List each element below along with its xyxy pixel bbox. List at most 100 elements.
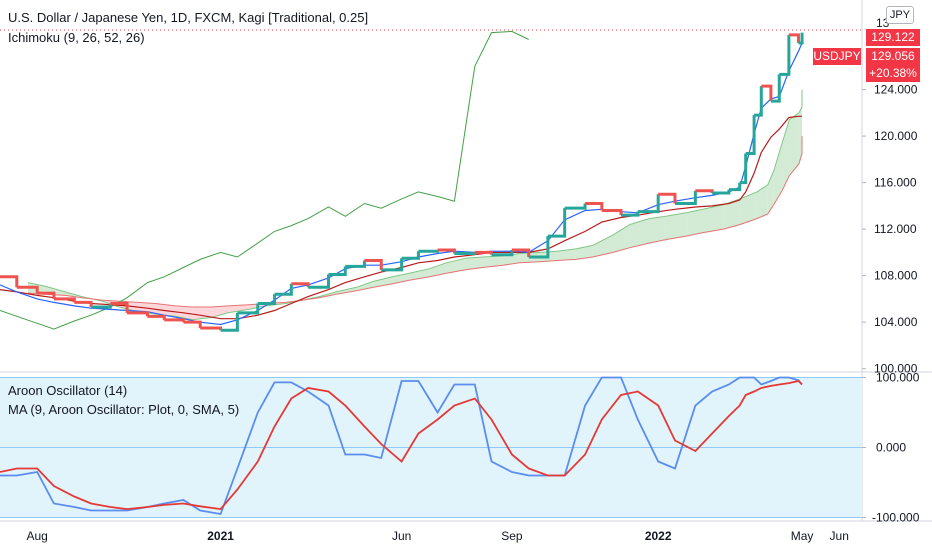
cloud-segment bbox=[649, 216, 666, 244]
base-line bbox=[0, 115, 802, 320]
kagi-segment bbox=[16, 285, 39, 294]
kagi-segment bbox=[147, 314, 166, 320]
kagi-segment bbox=[364, 259, 383, 270]
kagi-segment bbox=[658, 192, 677, 204]
time-tick-label: Sep bbox=[501, 529, 523, 543]
symbol-tag: USDJPY bbox=[813, 48, 861, 65]
cloud-segment bbox=[592, 234, 614, 258]
kagi-segment bbox=[200, 326, 223, 331]
kagi-segment bbox=[74, 300, 93, 308]
oscillator-tick-label: -100.000 bbox=[872, 511, 920, 525]
kagi-segment bbox=[257, 294, 277, 306]
kagi-segment bbox=[345, 260, 366, 268]
kagi-segment bbox=[454, 252, 477, 256]
time-tick-label: Jun bbox=[392, 529, 411, 543]
kagi-segment bbox=[437, 248, 456, 254]
close-price-tag: 129.056 bbox=[866, 48, 920, 65]
kagi-segment bbox=[274, 283, 293, 296]
cloud-segment bbox=[798, 106, 802, 164]
time-tick-label: Jun bbox=[830, 529, 849, 543]
oscillator-tick-label: 0.000 bbox=[876, 441, 906, 455]
kagi-segment bbox=[745, 115, 756, 156]
kagi-segment bbox=[401, 251, 420, 260]
last-price-tag: 129.122 bbox=[866, 29, 920, 46]
time-tick-label: 2021 bbox=[207, 529, 234, 543]
cloud-segment bbox=[613, 224, 630, 253]
kagi-segment bbox=[328, 266, 347, 276]
kagi-segment bbox=[712, 189, 731, 195]
kagi-segment bbox=[528, 236, 550, 259]
kagi-segment bbox=[754, 86, 763, 117]
kagi-segment bbox=[164, 318, 185, 323]
cloud-segment bbox=[789, 112, 799, 176]
kagi-segment bbox=[779, 34, 791, 76]
time-tick-label: 2022 bbox=[645, 529, 672, 543]
cloud-segment bbox=[228, 304, 249, 313]
change-percent-tag: +20.38% bbox=[866, 65, 920, 82]
currency-button[interactable]: JPY bbox=[886, 6, 914, 24]
kagi-segment bbox=[770, 74, 781, 103]
ma-legend[interactable]: MA (9, Aroon Oscillator: Plot, 0, SMA, 5… bbox=[8, 402, 240, 417]
kagi-segment bbox=[308, 274, 330, 289]
cloud-segment bbox=[211, 305, 229, 318]
kagi-segment bbox=[547, 208, 567, 238]
aroon-band bbox=[0, 377, 862, 518]
time-tick-label: Aug bbox=[26, 529, 47, 543]
kagi-segment bbox=[220, 312, 239, 332]
kagi-segment bbox=[110, 302, 129, 313]
cloud-segment bbox=[556, 248, 576, 261]
kagi-segment bbox=[0, 275, 19, 288]
cloud-segment bbox=[723, 198, 741, 230]
kagi-segment bbox=[798, 32, 804, 45]
kagi-segment bbox=[585, 202, 604, 211]
kagi-segment bbox=[621, 211, 640, 217]
axes-and-ticks: 100.000 104.000 108.000 112.000 116.000 120.0… bbox=[0, 29, 920, 543]
cloud-segment bbox=[773, 143, 783, 205]
cloud-segment bbox=[155, 303, 176, 317]
kagi-segment bbox=[183, 320, 202, 328]
cloud-segment bbox=[756, 184, 768, 219]
price-tick-label: 120.000 bbox=[874, 129, 918, 143]
cloud-segment bbox=[465, 257, 483, 270]
kagi-segment bbox=[511, 248, 531, 258]
cloud-segment bbox=[575, 245, 593, 260]
price-tick-label: 116.000 bbox=[874, 176, 917, 190]
cloud-segment bbox=[429, 262, 447, 277]
lagging-span-line bbox=[0, 30, 529, 330]
series-lines bbox=[0, 30, 804, 516]
time-tick-label: May bbox=[791, 529, 814, 543]
kagi-segment bbox=[53, 297, 76, 303]
ichimoku-legend[interactable]: Ichimoku (9, 26, 52, 26) bbox=[8, 30, 145, 45]
kagi-segment bbox=[761, 84, 773, 102]
chart-title: U.S. Dollar / Japanese Yen, 1D, FXCM, Ka… bbox=[8, 10, 369, 25]
ma-line bbox=[0, 380, 803, 511]
cloud-segment bbox=[686, 209, 703, 237]
price-tick-label: 124.000 bbox=[874, 83, 918, 97]
oscillator-tick-label: 100.000 bbox=[876, 371, 920, 385]
kagi-segment bbox=[601, 209, 623, 216]
cloud-segment bbox=[740, 191, 757, 225]
kagi-segment bbox=[728, 182, 742, 192]
cloud-segment bbox=[702, 204, 724, 233]
leading-span-b-line bbox=[27, 136, 803, 308]
cloud-segment bbox=[665, 212, 687, 240]
kagi-segment bbox=[674, 190, 697, 206]
kagi-segment bbox=[491, 250, 514, 257]
leading-span-a-line bbox=[27, 89, 803, 321]
kagi-segment bbox=[127, 311, 149, 317]
cloud-segment bbox=[502, 253, 520, 266]
price-tick-label: 112.000 bbox=[874, 222, 917, 236]
kagi-segment bbox=[739, 153, 748, 185]
price-tick-label: 100.000 bbox=[874, 362, 918, 376]
kagi-segment bbox=[788, 33, 800, 44]
kagi-segment bbox=[291, 282, 310, 288]
cloud-segment bbox=[482, 255, 503, 268]
kagi-segment bbox=[237, 303, 260, 315]
aroon-legend[interactable]: Aroon Oscillator (14) bbox=[8, 383, 128, 398]
kagi-segment bbox=[37, 291, 56, 299]
price-tick-label: 108.000 bbox=[874, 269, 918, 283]
kagi-segment bbox=[637, 194, 660, 214]
cloud-segment bbox=[629, 218, 650, 248]
